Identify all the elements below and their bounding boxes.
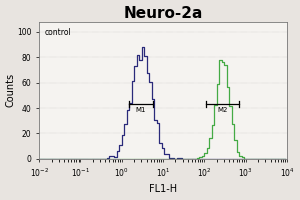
Text: M2: M2 bbox=[218, 107, 228, 113]
Text: M1: M1 bbox=[136, 107, 146, 113]
Title: Neuro-2a: Neuro-2a bbox=[123, 6, 203, 21]
Text: control: control bbox=[45, 28, 72, 37]
Y-axis label: Counts: Counts bbox=[6, 73, 16, 107]
X-axis label: FL1-H: FL1-H bbox=[149, 184, 177, 194]
